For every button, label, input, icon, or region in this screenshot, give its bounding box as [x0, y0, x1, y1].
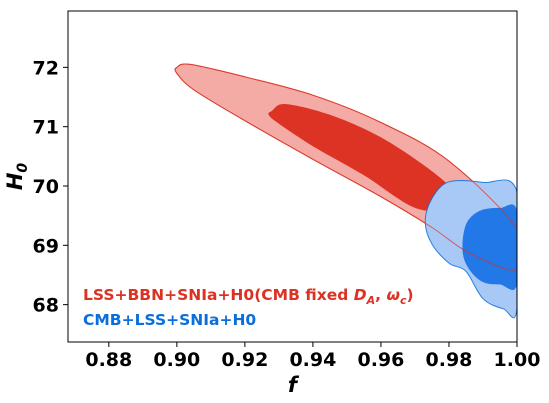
x-axis: 0.88 0.90 0.92 0.94 0.96 0.98 1.00 [85, 342, 540, 371]
legend: LSS+BBN+SNIa+H0(CMB fixed DA, ωc) CMB+LSS… [83, 286, 414, 329]
x-tick-label: 0.92 [221, 349, 268, 371]
x-tick-label: 0.94 [289, 349, 336, 371]
series-cmb-lss-snia-h0 [425, 180, 520, 318]
y-axis-label: H0 [3, 163, 31, 191]
x-tick-label: 0.96 [357, 349, 404, 371]
y-axis: 68 69 70 71 72 [33, 57, 68, 316]
y-tick-label: 69 [33, 235, 59, 257]
y-tick-label: 68 [33, 295, 59, 317]
y-tick-label: 71 [33, 117, 59, 139]
x-axis-label: f [288, 373, 300, 397]
y-tick-label: 70 [33, 176, 59, 198]
y-tick-label: 72 [33, 57, 59, 79]
legend-entry-cmb-lss-snia-h0: CMB+LSS+SNIa+H0 [83, 311, 256, 329]
x-tick-label: 0.88 [85, 349, 132, 371]
x-tick-label: 0.90 [153, 349, 200, 371]
contour-layer [175, 64, 524, 318]
legend-entry-lss-bbn-snia-h0: LSS+BBN+SNIa+H0(CMB fixed DA, ωc) [83, 286, 414, 307]
x-tick-label: 1.00 [494, 349, 541, 371]
x-tick-label: 0.98 [426, 349, 473, 371]
